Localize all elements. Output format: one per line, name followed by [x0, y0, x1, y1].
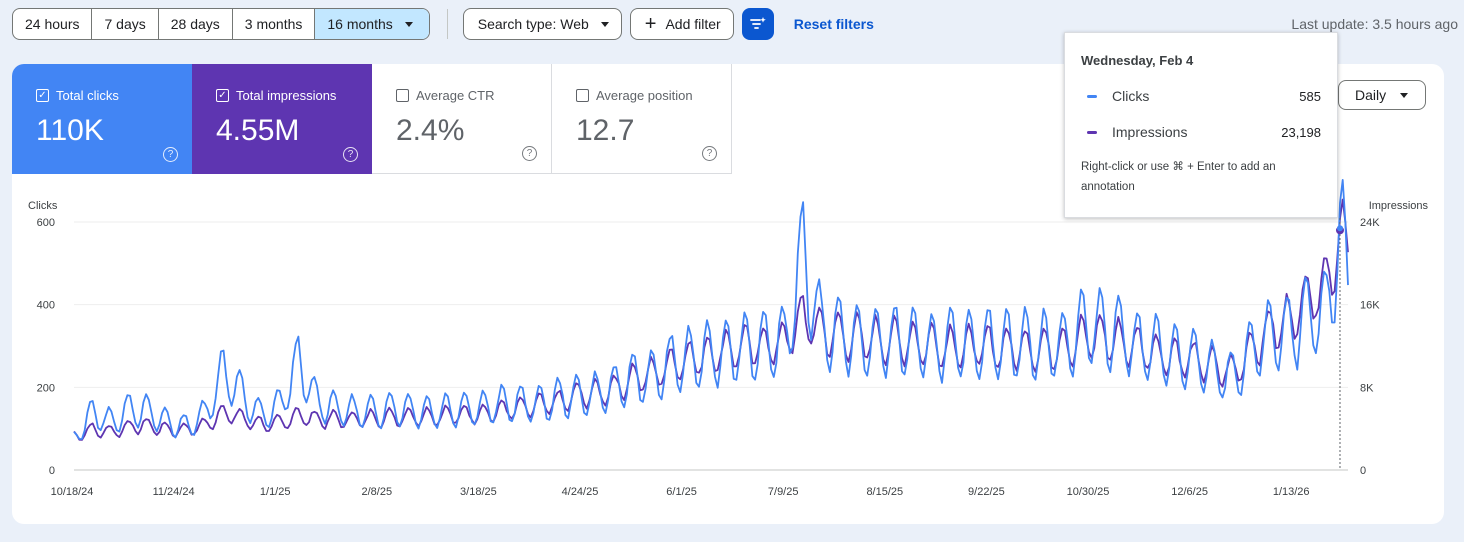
- last-update-text: Last update: 3.5 hours ago: [1291, 16, 1458, 32]
- checkbox-checked-icon[interactable]: ✓: [216, 89, 229, 102]
- tooltip-series-value: 585: [1299, 88, 1321, 104]
- metric-label-text: Total impressions: [236, 88, 337, 103]
- chart-tooltip: Wednesday, Feb 4 Clicks 585 Impressions …: [1064, 32, 1338, 218]
- caret-down-icon: [404, 21, 413, 27]
- metric-label-text: Average CTR: [416, 88, 495, 103]
- toolbar-divider: [446, 9, 448, 39]
- metric-average-position[interactable]: Average position 12.7 ?: [552, 64, 732, 174]
- tooltip-series-value: 23,198: [1281, 124, 1321, 140]
- tooltip-series-name: Impressions: [1112, 124, 1188, 140]
- x-tick-label: 3/18/25: [460, 486, 497, 498]
- plus-icon: +: [644, 13, 657, 35]
- y-left-axis-label: Clicks: [28, 200, 58, 212]
- tooltip-row-clicks: Clicks 585: [1087, 88, 1321, 104]
- impressions-legend-dash-icon: [1087, 130, 1097, 134]
- granularity-dropdown[interactable]: Daily: [1338, 80, 1426, 110]
- x-tick-label: 1/1/25: [260, 486, 291, 498]
- y-left-tick-label: 400: [37, 300, 55, 312]
- y-right-tick-label: 8K: [1360, 382, 1374, 394]
- range-28-days-button[interactable]: 28 days: [159, 9, 233, 39]
- help-icon[interactable]: ?: [163, 147, 178, 162]
- hover-point-clicks: [1336, 225, 1343, 232]
- add-filter-label: Add filter: [665, 16, 721, 32]
- help-icon[interactable]: ?: [522, 146, 537, 161]
- search-type-label: Search type: Web: [477, 16, 589, 32]
- metric-value: 110K: [36, 114, 104, 147]
- metric-value: 2.4%: [396, 114, 465, 147]
- metric-label: ✓ Total impressions: [216, 88, 336, 103]
- tooltip-date: Wednesday, Feb 4: [1081, 53, 1194, 68]
- performance-chart[interactable]: Clicks Impressions 0 0 200 8K 400 16K 600 24K 10/1…: [12, 64, 1444, 524]
- metric-label: Average CTR: [396, 88, 495, 103]
- filter-settings-button[interactable]: [741, 8, 774, 40]
- x-tick-label: 10/18/24: [51, 486, 94, 498]
- x-tick-label: 11/24/24: [153, 486, 195, 498]
- x-tick-label: 8/15/25: [866, 486, 903, 498]
- metric-average-ctr[interactable]: Average CTR 2.4% ?: [372, 64, 552, 174]
- metric-label-text: Total clicks: [56, 88, 119, 103]
- metric-value: 4.55M: [216, 114, 300, 147]
- date-range-selector: 24 hours 7 days 28 days 3 months 16 mont…: [12, 8, 430, 40]
- help-icon[interactable]: ?: [343, 147, 358, 162]
- search-type-dropdown[interactable]: Search type: Web: [462, 8, 622, 40]
- reset-filters-link[interactable]: Reset filters: [793, 16, 874, 32]
- metric-total-clicks[interactable]: ✓ Total clicks 110K ?: [12, 64, 192, 174]
- metric-label: ✓ Total clicks: [36, 88, 119, 103]
- range-3-months-button[interactable]: 3 months: [233, 9, 316, 39]
- range-7-days-button[interactable]: 7 days: [92, 9, 159, 39]
- tooltip-series-name: Clicks: [1112, 88, 1150, 104]
- range-16-months-button[interactable]: 16 months: [315, 9, 429, 39]
- help-icon[interactable]: ?: [702, 146, 717, 161]
- add-filter-button[interactable]: + Add filter: [629, 8, 734, 40]
- x-tick-label: 4/24/25: [562, 486, 599, 498]
- y-right-tick-label: 24K: [1360, 217, 1380, 229]
- metric-total-impressions[interactable]: ✓ Total impressions 4.55M ?: [192, 64, 372, 174]
- x-tick-label: 7/9/25: [768, 486, 799, 498]
- x-tick-label: 2/8/25: [362, 486, 393, 498]
- x-tick-label: 6/1/25: [666, 486, 697, 498]
- series-line-impressions: [73, 198, 1349, 441]
- y-right-axis-label: Impressions: [1369, 200, 1429, 212]
- x-tick-label: 10/30/25: [1067, 486, 1110, 498]
- metric-value: 12.7: [576, 114, 635, 147]
- toolbar: 24 hours 7 days 28 days 3 months 16 mont…: [12, 8, 1458, 40]
- y-left-tick-label: 600: [37, 217, 55, 229]
- granularity-label: Daily: [1355, 87, 1387, 103]
- tooltip-annotation-hint: Right-click or use ⌘ + Enter to add an a…: [1081, 161, 1276, 193]
- checkbox-unchecked-icon[interactable]: [396, 89, 409, 102]
- y-right-tick-label: 16K: [1360, 300, 1380, 312]
- y-left-tick-label: 0: [49, 465, 55, 477]
- x-tick-label: 9/22/25: [968, 486, 1005, 498]
- clicks-legend-dash-icon: [1087, 94, 1097, 98]
- x-tick-label: 12/6/25: [1171, 486, 1208, 498]
- caret-down-icon: [600, 21, 609, 27]
- range-24-hours-button[interactable]: 24 hours: [13, 9, 93, 39]
- series-line-clicks: [73, 179, 1349, 440]
- checkbox-checked-icon[interactable]: ✓: [36, 89, 49, 102]
- filter-sparkle-icon: [749, 17, 766, 29]
- range-16-months-label: 16 months: [327, 16, 393, 32]
- metric-tabs: ✓ Total clicks 110K ? ✓ Total impressions …: [12, 64, 732, 174]
- caret-down-icon: [1400, 92, 1409, 98]
- x-tick-label: 1/13/26: [1273, 486, 1310, 498]
- y-right-tick-label: 0: [1360, 465, 1366, 477]
- y-left-tick-label: 200: [37, 382, 55, 394]
- metric-label: Average position: [576, 88, 693, 103]
- tooltip-row-impressions: Impressions 23,198: [1087, 124, 1321, 140]
- checkbox-unchecked-icon[interactable]: [576, 89, 589, 102]
- metric-label-text: Average position: [596, 88, 693, 103]
